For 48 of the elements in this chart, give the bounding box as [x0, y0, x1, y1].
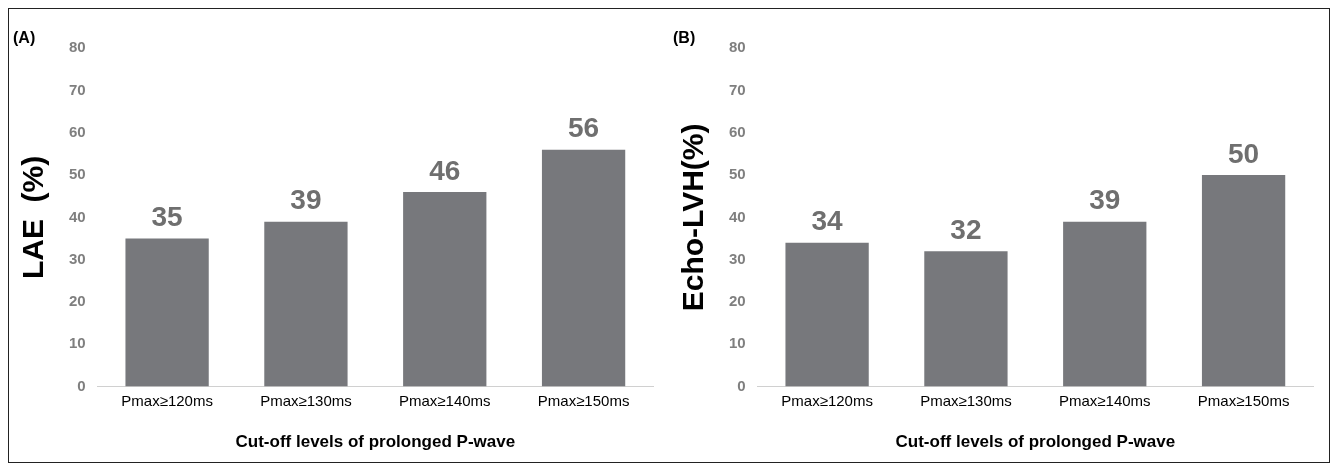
data-label: 32: [950, 213, 982, 245]
y-tick-label: 50: [69, 165, 86, 183]
y-tick-label: 40: [69, 207, 86, 225]
x-tick-label: Pmax≥150ms: [1197, 391, 1290, 409]
bar: [1201, 175, 1286, 387]
y-tick-label: 30: [729, 249, 746, 267]
bar: [785, 242, 869, 387]
bar: [125, 238, 209, 387]
x-tick-label: Pmax≥130ms: [920, 391, 1012, 409]
y-tick-label: 40: [729, 207, 746, 225]
y-tick-label: 80: [729, 38, 746, 56]
x-tick-label: Pmax≥130ms: [260, 391, 352, 409]
bar: [403, 192, 487, 387]
y-tick-label: 10: [69, 334, 86, 352]
x-tick-label: Pmax≥120ms: [121, 391, 213, 409]
data-label: 50: [1228, 137, 1260, 169]
y-tick-label: 70: [69, 80, 86, 98]
y-tick-label: 30: [69, 249, 86, 267]
x-tick-label: Pmax≥140ms: [398, 391, 491, 409]
x-axis-title: Cut-off levels of prolonged P-wave: [235, 432, 516, 452]
y-tick-label: 50: [729, 165, 746, 183]
y-tick-label: 70: [729, 80, 746, 98]
data-label: 35: [151, 201, 183, 233]
bar: [924, 251, 1008, 387]
data-label: 34: [811, 205, 844, 237]
y-tick-label: 20: [69, 292, 86, 310]
y-tick-label: 10: [729, 334, 746, 352]
data-label: 56: [568, 112, 600, 144]
y-axis-title: Echo-LVH(%): [676, 123, 710, 312]
data-label: 39: [290, 184, 322, 216]
data-label: 39: [1089, 184, 1121, 216]
bar: [264, 221, 348, 387]
bar: [1063, 221, 1147, 387]
x-tick-label: Pmax≥150ms: [537, 391, 630, 409]
y-tick-label: 20: [729, 292, 746, 310]
x-axis-title: Cut-off levels of prolonged P-wave: [895, 432, 1176, 452]
x-tick-label: Pmax≥120ms: [781, 391, 873, 409]
y-tick-label: 80: [69, 38, 86, 56]
data-label: 46: [429, 154, 461, 186]
chart-title: (A): [13, 29, 36, 47]
chart-title: (B): [673, 29, 696, 47]
y-tick-label: 60: [729, 122, 746, 140]
y-tick-label: 0: [77, 376, 86, 394]
y-axis-title: LAE (%): [16, 155, 50, 280]
y-tick-label: 0: [737, 376, 746, 394]
y-tick-label: 60: [69, 122, 86, 140]
x-tick-label: Pmax≥140ms: [1058, 391, 1151, 409]
bar: [541, 149, 626, 387]
